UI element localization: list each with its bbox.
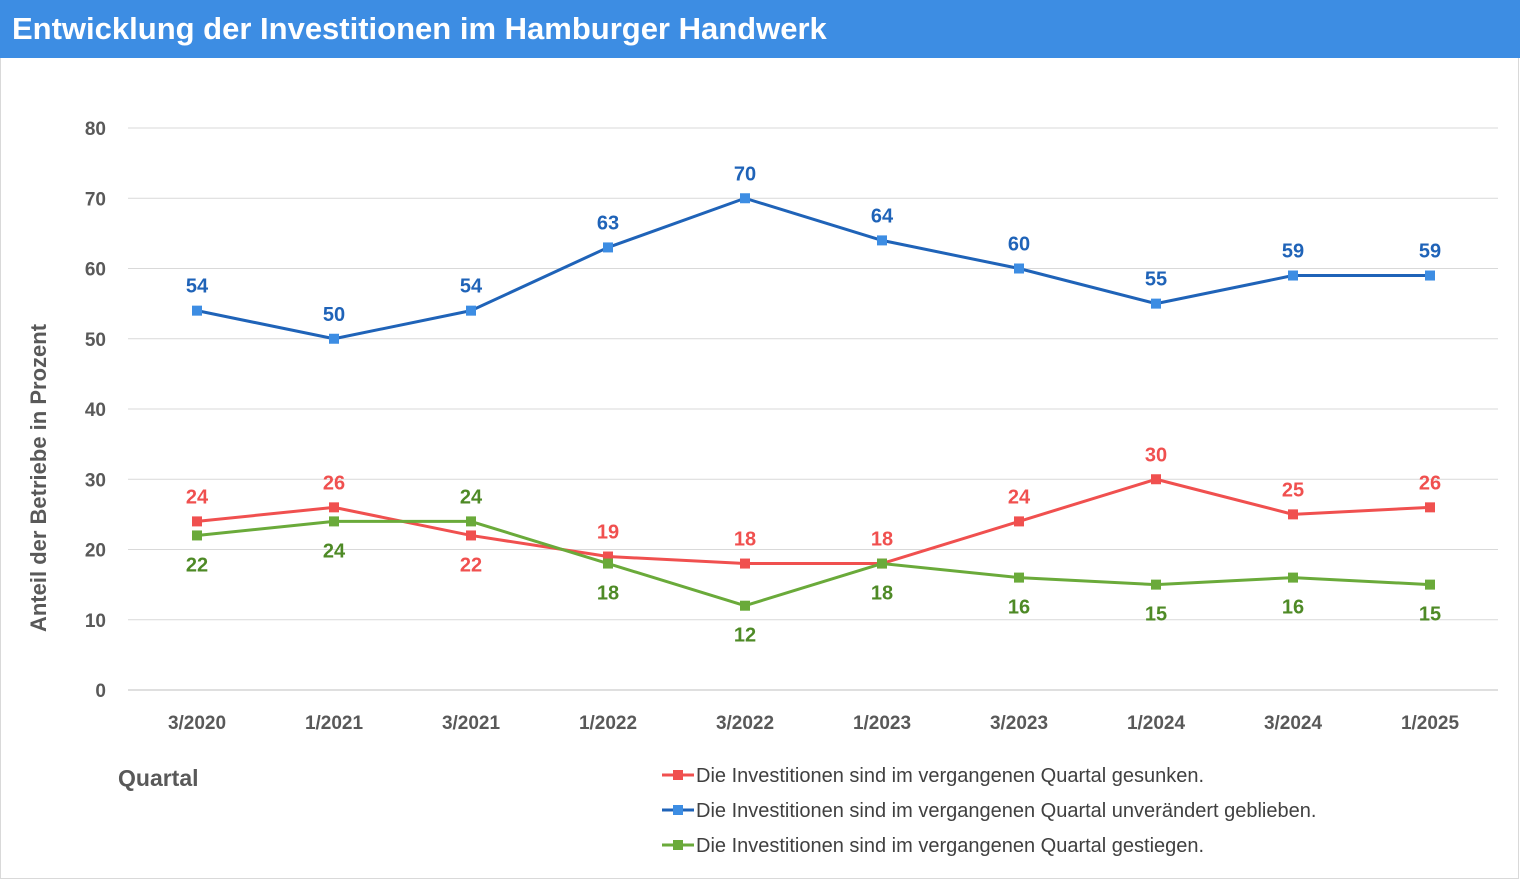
y-tick-label: 70 [85,189,106,210]
data-label: 26 [1419,472,1441,494]
x-tick-label: 3/2021 [442,713,501,734]
data-point [329,516,339,527]
legend-marker-0 [673,770,683,780]
data-label: 59 [1419,241,1441,263]
y-axis-title: Anteil der Betriebe in Prozent [26,323,51,632]
data-point [740,193,750,204]
data-point [192,305,202,316]
data-point [603,558,613,569]
data-point [1151,579,1161,590]
data-point [740,600,750,611]
legend-entry-0: Die Investitionen sind im vergangenen Qu… [696,765,1204,787]
data-label: 70 [734,163,756,185]
data-label: 18 [871,529,893,551]
data-point [1014,516,1024,527]
data-point [1288,509,1298,520]
chart-panel [0,58,1519,879]
data-point [192,530,202,541]
x-tick-label: 1/2023 [853,713,911,734]
data-label: 59 [1282,241,1304,263]
data-label: 60 [1008,234,1030,256]
data-label: 16 [1008,597,1030,619]
data-label: 15 [1145,604,1167,626]
data-label: 54 [460,276,483,298]
y-tick-label: 20 [85,541,106,562]
data-label: 18 [734,529,756,551]
data-point [1014,263,1024,274]
chart-title: Entwicklung der Investitionen im Hamburg… [12,11,827,46]
data-label: 30 [1145,444,1167,466]
data-label: 24 [323,540,346,562]
data-point [1425,502,1435,513]
data-point [466,305,476,316]
data-point [1151,298,1161,309]
x-tick-label: 1/2025 [1401,713,1460,734]
x-tick-label: 1/2024 [1127,713,1186,734]
y-tick-label: 40 [85,400,106,421]
legend-marker-2 [673,840,683,850]
data-label: 63 [597,212,619,234]
legend-entry-1: Die Investitionen sind im vergangenen Qu… [696,800,1316,822]
data-point [1425,579,1435,590]
legend-entry-2: Die Investitionen sind im vergangenen Qu… [696,835,1204,857]
series-line-2 [196,519,1431,608]
data-point [466,530,476,541]
data-point [1288,270,1298,281]
data-label: 26 [323,472,345,494]
x-tick-label: 3/2024 [1264,713,1323,734]
data-label: 25 [1282,479,1304,501]
data-label: 24 [460,486,483,508]
x-tick-label: 1/2021 [305,713,364,734]
data-point [603,551,613,562]
data-label: 16 [1282,597,1304,619]
data-label: 18 [597,583,619,605]
data-label: 22 [186,554,208,576]
data-label: 15 [1419,604,1441,626]
data-label: 12 [734,625,756,647]
data-point [192,516,202,527]
data-point [1014,572,1024,583]
x-tick-label: 3/2022 [716,713,774,734]
y-tick-label: 80 [85,119,106,140]
title-bar: Entwicklung der Investitionen im Hamburg… [0,0,1520,58]
x-axis-title: Quartal [118,765,199,791]
y-tick-label: 60 [85,260,106,281]
data-label: 19 [597,522,619,544]
y-tick-label: 0 [95,681,106,702]
series-line-1 [196,196,1430,341]
data-label: 55 [1145,269,1167,291]
data-label: 24 [1008,486,1031,508]
data-label: 18 [871,583,893,605]
data-point [1425,270,1435,281]
data-label: 22 [460,554,482,576]
x-tick-label: 1/2022 [579,713,637,734]
data-point [466,516,476,527]
data-point [603,242,613,253]
y-tick-label: 50 [85,330,106,351]
data-point [1151,474,1161,485]
data-label: 54 [186,276,209,298]
data-label: 64 [871,205,894,227]
data-point [877,235,887,246]
y-tick-label: 10 [85,611,106,632]
data-label: 24 [186,486,209,508]
x-tick-label: 3/2020 [168,713,226,734]
data-point [329,502,339,513]
data-point [740,558,750,569]
y-tick-label: 30 [85,470,106,491]
legend-marker-1 [673,805,683,815]
data-point [877,558,887,569]
data-label: 50 [323,304,345,326]
data-point [1288,572,1298,583]
x-tick-label: 3/2023 [990,713,1048,734]
data-point [329,333,339,344]
